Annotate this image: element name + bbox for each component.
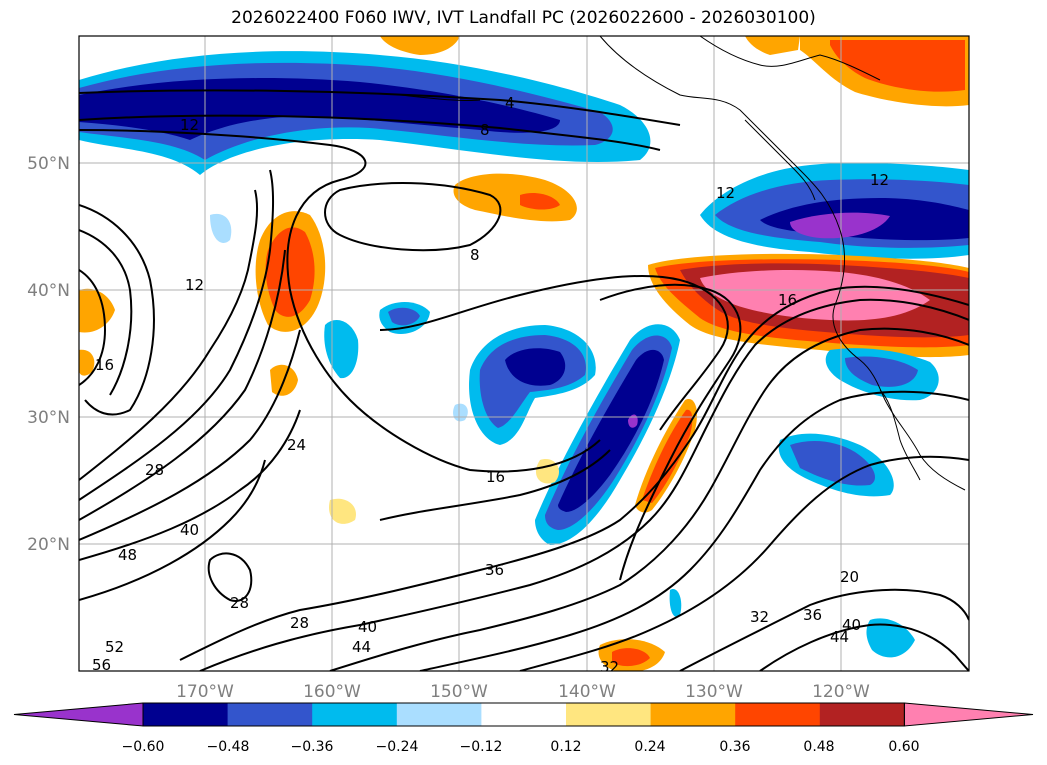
colorbar-tick-labels: −0.60 −0.48 −0.36 −0.24 −0.12 0.12 0.24 … [122,739,920,755]
contour-label: 52 [105,638,124,656]
contour-label: 20 [840,568,859,586]
map-title: 2026022400 F060 IWV, IVT Landfall PC (20… [231,8,816,28]
lon-label: 140°W [558,682,616,702]
colorbar-swatch [650,703,736,726]
colorbar-swatch [143,703,229,726]
colorbar-swatch [312,703,398,726]
longitude-labels: 170°W 160°W 150°W 140°W 130°W 120°W [176,682,870,702]
contour-label: 48 [118,546,137,564]
lon-label: 160°W [303,682,361,702]
contour-label: 32 [600,658,619,676]
contour-label: 8 [470,246,480,264]
lon-label: 130°W [685,682,743,702]
colorbar-tick-label: 0.36 [719,739,750,755]
contour-label: 44 [830,628,849,646]
colorbar-tick-label: −0.60 [122,739,165,755]
colorbar-swatch [396,703,482,726]
colorbar-extend-low [13,702,144,727]
contour-label: 12 [185,276,204,294]
lon-label: 170°W [176,682,234,702]
latitude-labels: 50°N 40°N 30°N 20°N [27,154,70,555]
contour-label: 36 [803,606,822,624]
colorbar-extend-high [903,702,1034,727]
contour-label: 40 [358,618,377,636]
contour-label: 12 [716,184,735,202]
colorbar-swatch [566,703,652,726]
colorbar-swatch [735,703,821,726]
contour-label: 36 [485,561,504,579]
contour-label: 28 [145,461,164,479]
lat-label: 50°N [27,154,70,174]
colorbar-tick-label: −0.12 [460,739,503,755]
contour-label: 12 [870,171,889,189]
colorbar-tick-label: 0.60 [888,739,919,755]
map-panel: 4 8 12 8 12 12 12 16 16 16 20 24 28 28 2… [79,36,969,676]
colorbar-tick-label: −0.48 [207,739,250,755]
contour-label: 28 [230,594,249,612]
colorbar-swatch [819,703,905,726]
contour-label: 40 [842,616,861,634]
contour-label: 16 [778,291,797,309]
colorbar-frame [142,702,905,727]
contour-labels: 4 8 12 8 12 12 12 16 16 16 20 24 28 28 2… [92,94,889,676]
colorbar-tick-label: 0.12 [550,739,581,755]
colorbar-swatches [13,702,1034,727]
contour-label: 16 [95,356,114,374]
lon-label: 120°W [812,682,870,702]
contour-label: 4 [505,94,515,112]
colorbar: −0.60 −0.48 −0.36 −0.24 −0.12 0.12 0.24 … [13,702,1034,755]
colorbar-tick-label: −0.36 [291,739,334,755]
colorbar-tick-label: −0.24 [376,739,419,755]
colorbar-swatch [481,703,567,726]
colorbar-tick-label: 0.48 [803,739,834,755]
coastlines [399,36,966,491]
contour-label: 28 [290,614,309,632]
ivt-contours [79,89,969,671]
lat-label: 20°N [27,535,70,555]
contour-label: 8 [480,121,490,139]
contour-label: 40 [180,521,199,539]
colorbar-swatch [227,703,313,726]
contour-label: 56 [92,656,111,674]
contour-label: 24 [287,436,306,454]
lon-label: 150°W [430,682,488,702]
contour-label: 12 [180,116,199,134]
colorbar-tick-label: 0.24 [634,739,665,755]
map-frame [78,35,970,672]
lat-label: 30°N [27,408,70,428]
contour-label: 44 [352,638,371,656]
contour-label: 16 [486,468,505,486]
gridlines [79,36,969,671]
contour-label: 32 [750,608,769,626]
lat-label: 40°N [27,281,70,301]
